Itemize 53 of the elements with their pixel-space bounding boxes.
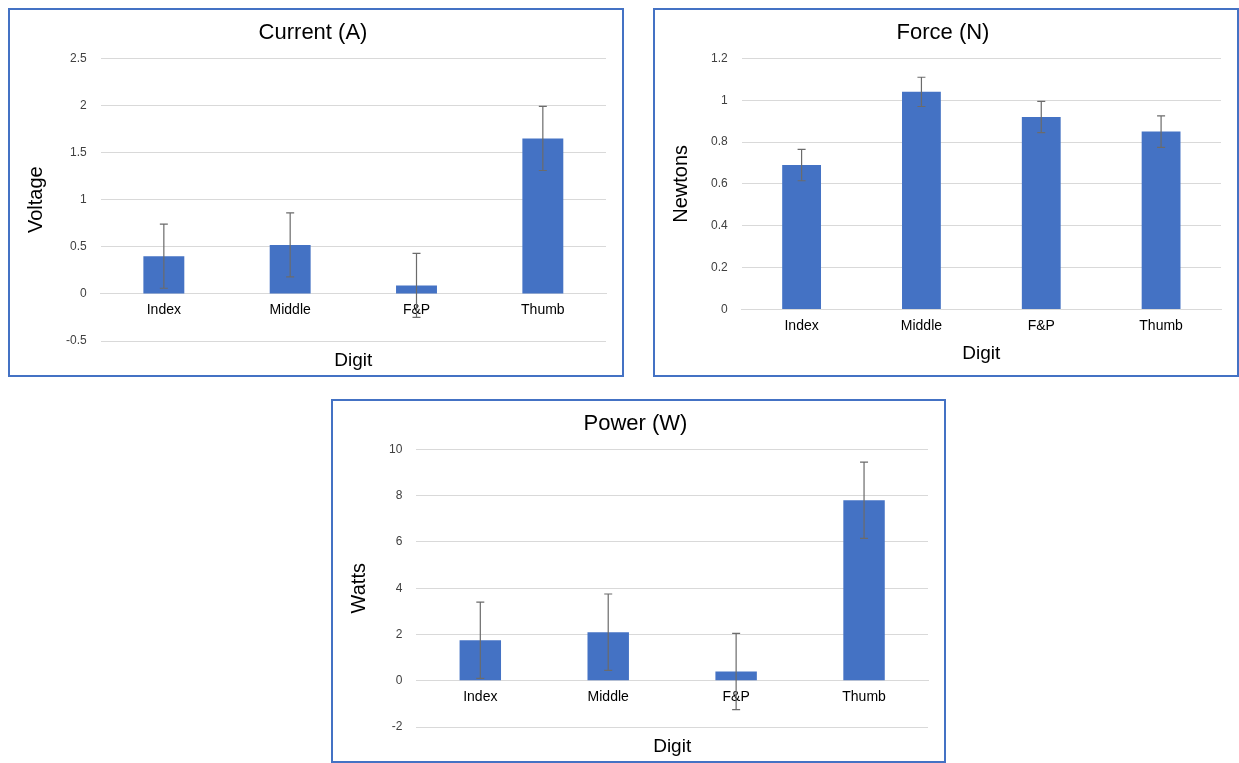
x-axis-title: Digit <box>653 734 692 756</box>
y-tick-label: -0.5 <box>65 333 87 348</box>
x-tick-label: Thumb <box>842 687 887 704</box>
x-tick-label: Middle <box>269 301 311 318</box>
x-tick-label: Index <box>146 301 181 318</box>
y-tick-label: 0 <box>720 301 728 316</box>
bar <box>902 91 941 309</box>
bar <box>1021 116 1061 309</box>
bar <box>1141 131 1181 309</box>
bar <box>396 285 437 294</box>
chart-title: Force (N) <box>896 19 990 45</box>
y-tick-label: 0.6 <box>710 176 728 191</box>
y-tick-label: 2 <box>395 626 403 641</box>
y-tick-label: 0.5 <box>69 239 87 254</box>
bar <box>143 256 185 294</box>
bar <box>269 244 311 294</box>
x-tick-label: Thumb <box>1139 316 1184 333</box>
y-tick-label: 0 <box>395 673 403 688</box>
x-tick-label: Middle <box>587 687 630 704</box>
x-axis-title: Digit <box>962 341 1002 363</box>
x-axis-title: Digit <box>334 348 374 370</box>
y-tick-label: 0.8 <box>710 134 728 149</box>
y-tick-label: 0 <box>79 286 87 301</box>
bar <box>782 165 822 309</box>
y-tick-label: 1 <box>720 92 728 107</box>
x-tick-label: Index <box>463 687 498 704</box>
chart-title: Current (A) <box>258 19 368 45</box>
y-tick-label: 0.2 <box>710 259 728 274</box>
bar <box>587 632 629 681</box>
bar <box>715 671 757 681</box>
x-tick-label: Middle <box>900 316 943 333</box>
y-tick-label: -2 <box>391 719 403 734</box>
x-tick-label: Thumb <box>521 301 565 318</box>
y-tick-label: 1.5 <box>69 144 87 159</box>
bar <box>843 500 885 681</box>
y-axis-title: Newtons <box>668 144 691 223</box>
y-tick-label: 2.5 <box>69 50 87 65</box>
x-tick-label: F&P <box>1027 316 1055 333</box>
y-tick-label: 8 <box>395 487 403 502</box>
bar <box>459 640 502 681</box>
y-tick-label: 4 <box>395 580 403 595</box>
y-tick-label: 6 <box>395 534 403 549</box>
y-axis-title: Watts <box>346 563 369 614</box>
y-tick-label: 10 <box>388 441 403 456</box>
y-tick-label: 1.2 <box>710 50 728 65</box>
x-tick-label: Index <box>784 316 819 333</box>
bar <box>522 138 564 294</box>
y-tick-label: 1 <box>79 192 87 207</box>
x-tick-label: F&P <box>722 687 750 704</box>
y-tick-label: 0.4 <box>710 218 728 233</box>
chart-title: Power (W) <box>583 410 688 436</box>
y-axis-title: Voltage <box>23 166 46 234</box>
y-tick-label: 2 <box>79 97 87 112</box>
